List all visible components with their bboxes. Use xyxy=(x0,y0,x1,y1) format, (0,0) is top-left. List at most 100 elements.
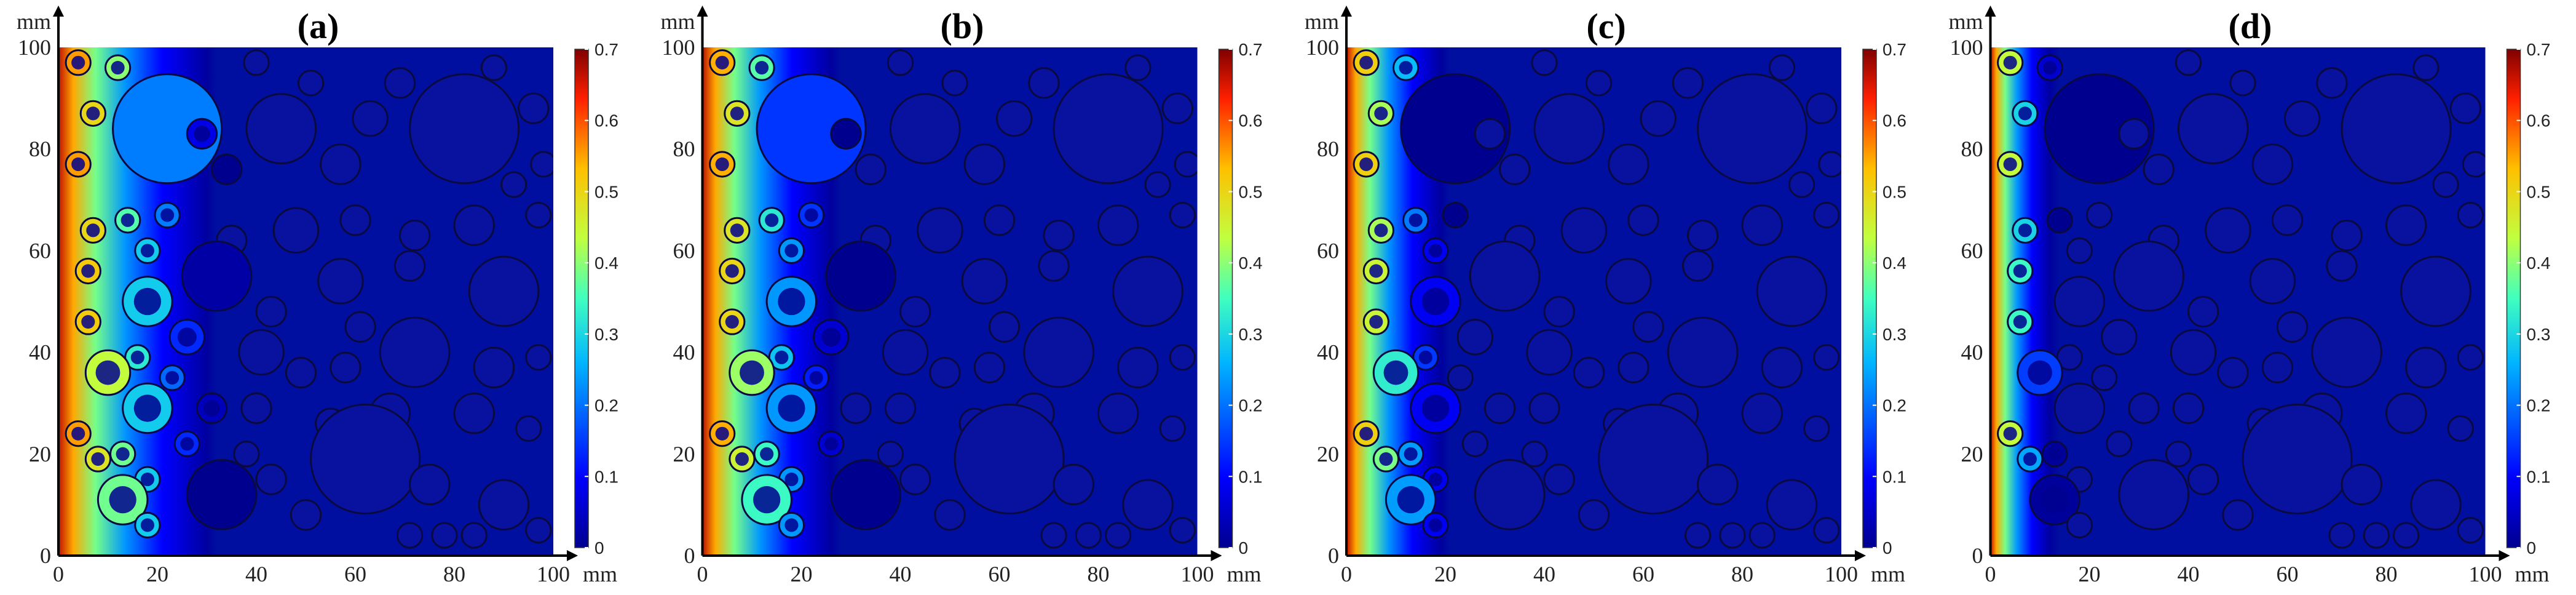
aggregate-71 xyxy=(500,171,527,198)
aggregate-60 xyxy=(2410,479,2462,531)
aggregate-core-21 xyxy=(1369,264,1383,278)
aggregate-39 xyxy=(1117,346,1159,389)
aggregate-16 xyxy=(272,207,320,254)
aggregate-18 xyxy=(2331,219,2363,252)
aggregate-33 xyxy=(344,311,376,343)
aggregate-58 xyxy=(1578,499,1610,531)
colorbar-tick-label: 0.6 xyxy=(2527,111,2551,130)
aggregate-56 xyxy=(830,459,901,530)
aggregate-71 xyxy=(2432,171,2459,198)
x-tick-label: 0 xyxy=(1341,562,1352,586)
aggregate-62 xyxy=(1684,522,1712,549)
x-axis-arrow xyxy=(1211,550,1222,561)
aggregate-29 xyxy=(2187,295,2219,328)
aggregate-16 xyxy=(1560,207,1608,254)
colorbar-tick-label: 0 xyxy=(595,538,604,557)
aggregate-core-13 xyxy=(86,223,100,238)
aggregate-26 xyxy=(1756,255,1828,327)
aggregate-core-4 xyxy=(2003,157,2017,172)
x-tick-label: 20 xyxy=(2079,562,2101,586)
y-tick-label: 80 xyxy=(1961,137,1983,161)
x-tick-label: 60 xyxy=(1632,562,1654,586)
aggregate-20 xyxy=(2457,201,2484,229)
aggregate-core-57 xyxy=(753,486,781,514)
x-axis-label: mm xyxy=(1871,562,1905,586)
aggregate-16 xyxy=(917,207,963,254)
x-tick-label: 80 xyxy=(1088,562,1110,586)
aggregate-47 xyxy=(515,415,542,442)
aggregate-core-10 xyxy=(218,161,235,178)
aggregate-core-27 xyxy=(778,287,805,316)
aggregate-68 xyxy=(1124,54,1152,81)
aggregate-29 xyxy=(1543,295,1575,328)
aggregate-25 xyxy=(393,250,426,282)
aggregate-42 xyxy=(840,392,872,425)
aggregate-core-12 xyxy=(1409,213,1423,227)
y-tick-label: 80 xyxy=(1317,137,1339,161)
aggregate-18 xyxy=(1043,219,1075,252)
aggregate-65 xyxy=(1813,517,1840,544)
colorbar-tick-label: 0.5 xyxy=(2527,182,2551,201)
y-tick-label: 40 xyxy=(1961,340,1983,365)
aggregate-23 xyxy=(2113,240,2184,312)
aggregate-41 xyxy=(2053,382,2106,434)
aggregate-core-55 xyxy=(784,473,799,487)
y-tick-label: 0 xyxy=(1328,543,1339,568)
aggregate-19 xyxy=(1097,204,1139,246)
aggregate-66 xyxy=(243,49,270,76)
aggregate-68 xyxy=(480,54,508,81)
aggregate-64 xyxy=(1748,522,1776,549)
y-tick-label: 40 xyxy=(1317,340,1339,365)
x-tick-label: 80 xyxy=(2376,562,2398,586)
aggregate-23 xyxy=(181,240,253,312)
aggregate-11 xyxy=(1474,118,1506,150)
aggregate-7 xyxy=(2283,100,2321,137)
aggregate-24 xyxy=(1605,258,1652,305)
aggregate-core-48 xyxy=(71,426,85,441)
aggregate-17 xyxy=(339,204,371,236)
aggregate-31 xyxy=(2101,319,2138,356)
aggregate-18 xyxy=(398,219,431,252)
aggregate-29 xyxy=(255,295,287,328)
aggregate-59 xyxy=(1697,463,1739,506)
colorbar-tick-label: 0.4 xyxy=(595,254,618,273)
aggregate-5 xyxy=(1533,93,1605,165)
aggregate-core-31 xyxy=(821,327,841,347)
aggregate-8 xyxy=(1028,67,1060,99)
aggregate-71 xyxy=(1144,171,1171,198)
aggregate-34 xyxy=(2311,316,2382,388)
aggregate-core-4 xyxy=(71,157,85,172)
colorbar-tick-label: 0.2 xyxy=(1239,396,1263,415)
x-tick-label: 100 xyxy=(1825,562,1858,586)
aggregate-69 xyxy=(518,92,550,124)
aggregate-core-55 xyxy=(1428,473,1442,487)
y-axis-arrow xyxy=(53,6,64,17)
aggregate-64 xyxy=(2393,522,2420,549)
aggregate-24 xyxy=(2249,258,2296,305)
aggregate-62 xyxy=(2328,522,2355,549)
aggregate-20 xyxy=(525,201,552,229)
x-axis-arrow xyxy=(1855,550,1866,561)
aggregate-18 xyxy=(1686,219,1719,252)
aggregate-core-0 xyxy=(71,55,85,70)
y-axis-label: mm xyxy=(1305,9,1339,34)
aggregate-core-41 xyxy=(1421,394,1450,422)
aggregate-10 xyxy=(2143,153,2175,185)
aggregate-33 xyxy=(988,311,1021,343)
aggregate-17 xyxy=(2271,204,2304,236)
aggregate-54 xyxy=(899,463,931,495)
aggregate-58 xyxy=(934,499,966,531)
aggregate-2 xyxy=(1400,73,1511,185)
aggregate-39 xyxy=(1761,346,1803,389)
aggregate-core-3 xyxy=(2018,106,2032,121)
colorbar-tick-label: 0.7 xyxy=(1883,40,1906,59)
aggregate-59 xyxy=(2341,463,2382,506)
aggregate-47 xyxy=(2447,415,2474,442)
aggregate-core-28 xyxy=(725,314,739,329)
aggregate-51 xyxy=(954,404,1065,515)
x-tick-label: 40 xyxy=(2178,562,2200,586)
aggregate-core-52 xyxy=(735,452,749,466)
aggregate-38 xyxy=(973,351,1006,384)
x-tick-label: 20 xyxy=(791,562,813,586)
colorbar-tick-label: 0.1 xyxy=(1239,467,1263,486)
